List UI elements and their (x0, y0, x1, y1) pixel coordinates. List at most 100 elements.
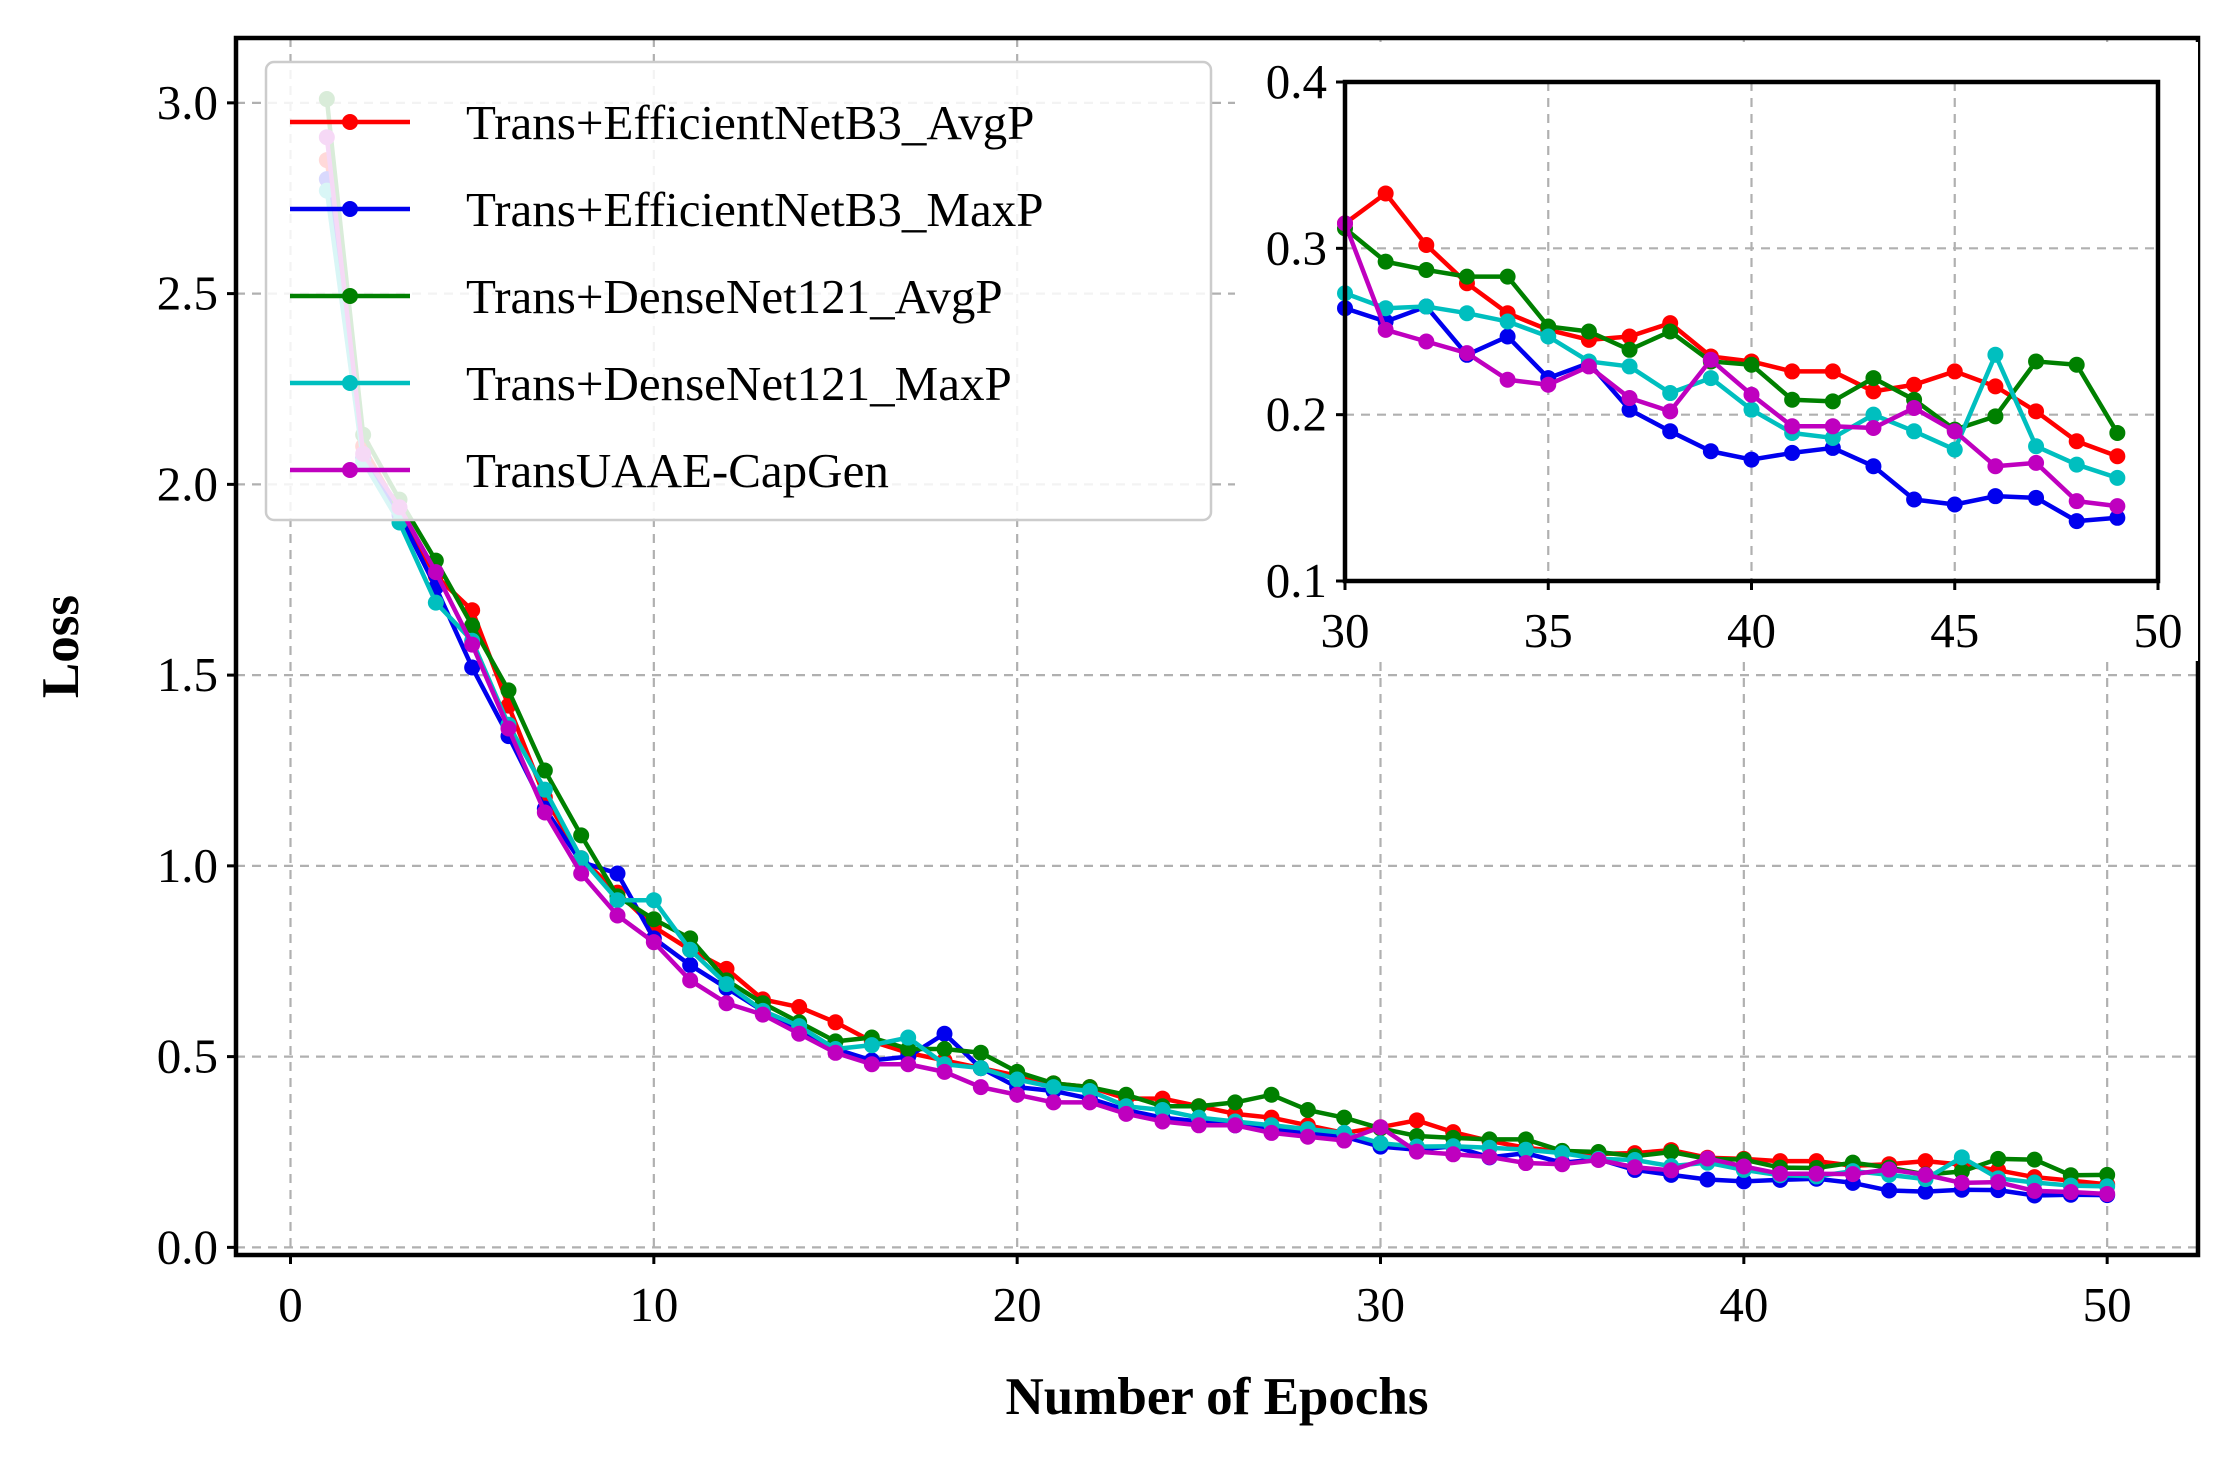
inset-data-point (2109, 424, 2126, 441)
main-data-point (1190, 1117, 1207, 1134)
inset-data-point (1906, 423, 1923, 440)
legend: Trans+EfficientNetB3_AvgP Trans+Efficient… (264, 60, 1213, 522)
main-data-point (2099, 1185, 2116, 1202)
main-data-point (2062, 1184, 2079, 1201)
inset-data-point (1987, 346, 2004, 363)
inset-data-point (1662, 385, 1679, 402)
main-data-point (536, 762, 553, 779)
main-y-tick-label: 1.0 (157, 838, 218, 893)
inset-data-point (1865, 419, 1882, 436)
inset-data-point (1662, 323, 1679, 340)
main-data-point (1554, 1156, 1571, 1173)
main-data-point (2026, 1182, 2043, 1199)
main-data-point (718, 995, 735, 1012)
main-data-point (1009, 1086, 1026, 1103)
main-data-point (900, 1029, 917, 1046)
main-data-point (1554, 1145, 1571, 1162)
main-data-point (863, 1037, 880, 1054)
inset-data-point (1743, 451, 1760, 468)
inset-data-point (1743, 386, 1760, 403)
legend-box (264, 60, 1213, 522)
inset-data-point (1865, 458, 1882, 475)
main-data-point (1372, 1119, 1389, 1136)
main-data-point (1990, 1150, 2007, 1167)
inset-data-point (1702, 351, 1719, 368)
main-x-tick-label: 20 (993, 1277, 1042, 1332)
inset-data-point (1824, 363, 1841, 380)
main-data-point (1263, 1124, 1280, 1141)
inset-data-point (2109, 498, 2126, 515)
main-data-point (1772, 1165, 1789, 1182)
inset-data-point (1621, 358, 1638, 375)
main-data-point (1336, 1109, 1353, 1126)
main-data-point (1154, 1102, 1171, 1119)
main-data-point (645, 911, 662, 928)
main-data-point (1299, 1128, 1316, 1145)
main-data-point (972, 1079, 989, 1096)
main-data-point (863, 1056, 880, 1073)
main-data-point (1009, 1071, 1026, 1088)
main-data-point (1481, 1148, 1498, 1165)
main-data-point (1190, 1098, 1207, 1115)
main-x-tick-label: 0 (278, 1277, 303, 1332)
inset-data-point (1377, 185, 1394, 202)
inset-data-point (2028, 489, 2045, 506)
inset-x-tick-label: 35 (1524, 603, 1573, 658)
main-data-point (682, 972, 699, 989)
inset-data-point (1865, 383, 1882, 400)
inset-data-point (1499, 371, 1516, 388)
main-y-tick-label: 2.0 (157, 456, 218, 511)
inset-data-point (1458, 305, 1475, 322)
main-data-point (936, 1040, 953, 1057)
inset-data-point (1946, 423, 1963, 440)
inset-data-point (1824, 393, 1841, 410)
inset-data-point (1662, 423, 1679, 440)
main-data-point (1154, 1113, 1171, 1130)
inset-data-point (1824, 429, 1841, 446)
inset-data-point (1987, 408, 2004, 425)
inset-data-point (1784, 418, 1801, 435)
main-data-point (1227, 1094, 1244, 1111)
main-data-point (1953, 1174, 1970, 1191)
inset-series-line-4 (1342, 222, 2118, 509)
main-data-point (900, 1056, 917, 1073)
main-data-point (1735, 1173, 1752, 1190)
main-data-point (1408, 1143, 1425, 1160)
inset-data-point (1946, 441, 1963, 458)
inset-data-point (1499, 328, 1516, 345)
inset-data-point (1621, 341, 1638, 358)
legend-swatch-marker (342, 114, 358, 130)
main-data-point (827, 1014, 844, 1031)
inset-data-point (1906, 491, 1923, 508)
y-axis-label: Loss (32, 595, 90, 698)
inset-data-point (1987, 378, 2004, 395)
main-y-tick-label: 0.0 (157, 1219, 218, 1274)
main-x-tick-label: 30 (1356, 1277, 1405, 1332)
inset-data-point (2068, 513, 2085, 530)
legend-swatch-marker (342, 201, 358, 217)
inset-data-point (1865, 370, 1882, 387)
main-data-point (1081, 1094, 1098, 1111)
legend-swatch-marker (342, 288, 358, 304)
main-y-tick-label: 1.5 (157, 647, 218, 702)
main-data-point (900, 1040, 917, 1057)
inset-data-point (1784, 363, 1801, 380)
main-data-point (1699, 1150, 1716, 1167)
inset-data-point (1946, 496, 1963, 513)
inset-x-tick-label: 40 (1727, 603, 1776, 658)
main-data-point (645, 892, 662, 909)
main-data-point (1045, 1079, 1062, 1096)
main-data-point (500, 682, 517, 699)
inset-data-point (1377, 253, 1394, 270)
inset-data-point (2109, 448, 2126, 465)
inset-data-point (1377, 300, 1394, 317)
inset-data-point (2028, 454, 2045, 471)
main-data-point (791, 999, 808, 1016)
inset-data-point (2109, 469, 2126, 486)
inset-data-point (1743, 401, 1760, 418)
inset-data-point (1621, 328, 1638, 345)
inset-data-point (1946, 363, 1963, 380)
main-y-tick-label: 2.5 (157, 266, 218, 321)
main-data-point (645, 934, 662, 951)
